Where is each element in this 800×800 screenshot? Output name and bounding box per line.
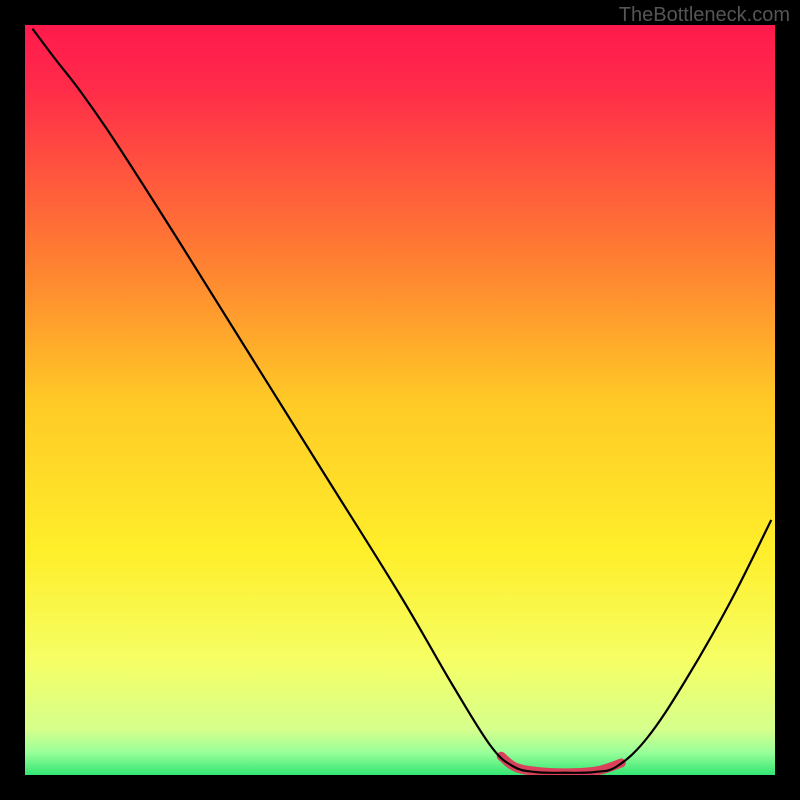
chart-svg [25,25,775,775]
bottleneck-chart [25,25,775,775]
watermark-text: TheBottleneck.com [619,4,790,27]
